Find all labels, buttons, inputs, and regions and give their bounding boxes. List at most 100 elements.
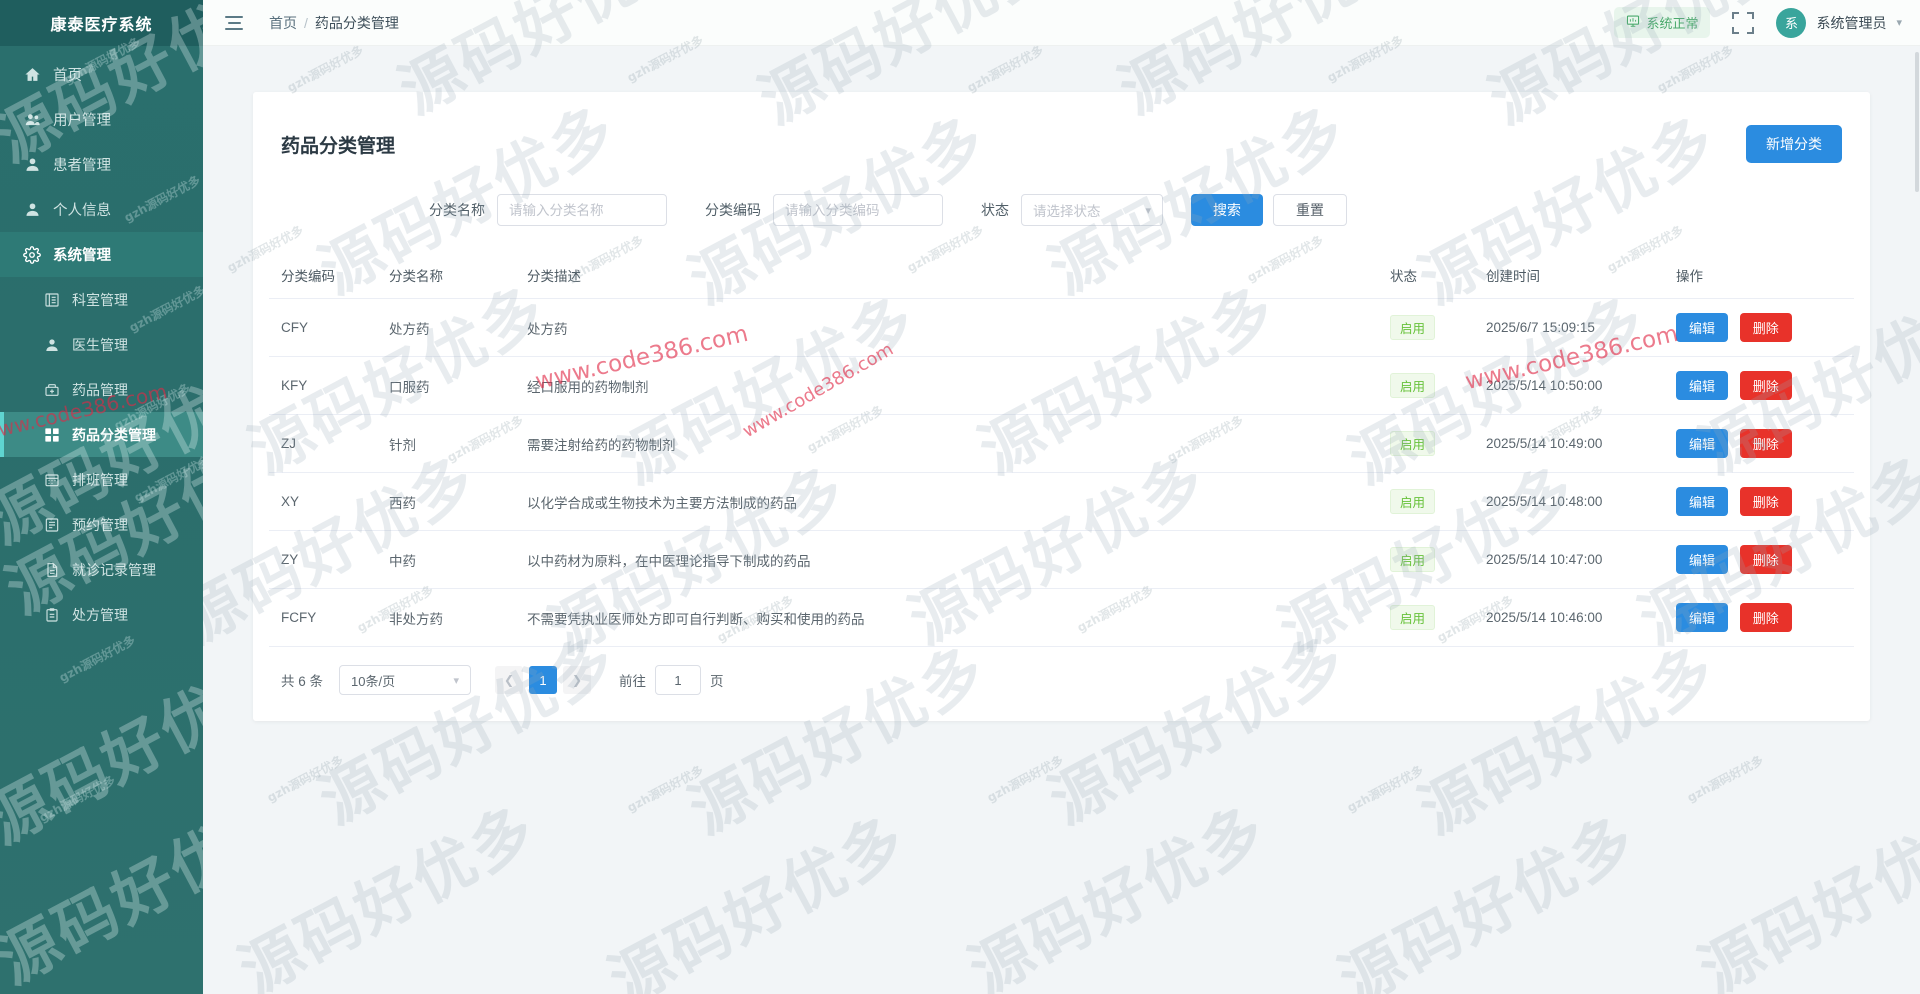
filter-status-label: 状态 (981, 202, 1009, 219)
delete-button[interactable]: 删除 (1739, 313, 1792, 343)
sidebar-item-label: 排班管理 (72, 471, 128, 488)
edit-button[interactable]: 编辑 (1676, 429, 1729, 459)
cell-status: 启用 (1378, 530, 1474, 590)
cell-actions: 编辑 删除 (1664, 356, 1854, 416)
hamburger-icon[interactable] (225, 15, 243, 30)
filter-code-group: 分类编码 (705, 194, 943, 227)
edit-button[interactable]: 编辑 (1676, 545, 1729, 575)
chevron-right-icon[interactable]: ❯ (563, 666, 592, 695)
page-size-select[interactable]: 10条/页 ▾ (339, 665, 472, 696)
delete-button[interactable]: 删除 (1739, 371, 1792, 401)
sidebar-item-doctor-management[interactable]: 医生管理 (0, 322, 203, 367)
breadcrumb-home[interactable]: 首页 (269, 14, 297, 31)
table-row: FCFY 非处方药 不需要凭执业医师处方即可自行判断、购买和使用的药品 启用 2… (269, 588, 1854, 648)
cell-status: 启用 (1378, 356, 1474, 416)
sidebar-item-label: 患者管理 (53, 158, 111, 174)
sidebar-item-label: 就诊记录管理 (72, 561, 156, 578)
cell-actions: 编辑 删除 (1664, 298, 1854, 358)
page-size-value: 10条/页 (351, 673, 396, 689)
pagination-nav: ❮ 1 ❯ (495, 666, 592, 695)
sidebar-item-label: 处方管理 (72, 606, 128, 623)
monitor-icon (1626, 14, 1640, 31)
status-badge: 启用 (1390, 431, 1436, 457)
table-head: 分类编码 分类名称 分类描述 状态 创建时间 操作 (269, 252, 1854, 300)
sidebar-item-visit-record-management[interactable]: 就诊记录管理 (0, 547, 203, 592)
pagination-total: 共 6 条 (281, 674, 324, 690)
cell-desc: 经口服用的药物制剂 (515, 356, 1378, 416)
jump-page-input[interactable] (655, 665, 702, 696)
add-category-button[interactable]: 新增分类 (1746, 125, 1842, 164)
pill-icon (42, 380, 62, 400)
jump-label: 前往 (619, 674, 647, 690)
reset-button[interactable]: 重置 (1273, 194, 1347, 227)
fullscreen-icon[interactable] (1732, 11, 1755, 34)
note-icon (42, 515, 62, 535)
sidebar-item-appointment-management[interactable]: 预约管理 (0, 502, 203, 547)
edit-button[interactable]: 编辑 (1676, 487, 1729, 517)
delete-button[interactable]: 删除 (1739, 429, 1792, 459)
delete-button[interactable]: 删除 (1739, 603, 1792, 633)
scrollbar-thumb[interactable] (1915, 52, 1919, 192)
sidebar-item-prescription-management[interactable]: 处方管理 (0, 592, 203, 637)
status-badge: 启用 (1390, 489, 1436, 515)
status-badge-label: 系统正常 (1646, 16, 1699, 31)
category-code-input[interactable] (773, 194, 943, 227)
col-header-created: 创建时间 (1474, 252, 1664, 300)
edit-button[interactable]: 编辑 (1676, 313, 1729, 343)
cell-code: KFY (269, 356, 377, 416)
filter-name-label: 分类名称 (429, 202, 485, 219)
cell-actions: 编辑 删除 (1664, 530, 1854, 590)
page-scrollbar[interactable] (1914, 46, 1920, 994)
user-name: 系统管理员 (1816, 14, 1887, 31)
sidebar-item-label: 预约管理 (72, 516, 128, 533)
sidebar-item-schedule-management[interactable]: 排班管理 (0, 457, 203, 502)
chevron-left-icon[interactable]: ❮ (495, 666, 524, 695)
table-row: CFY 处方药 处方药 启用 2025/6/7 15:09:15 编辑 删除 (269, 298, 1854, 358)
category-name-input[interactable] (497, 194, 667, 227)
status-select-value: 请选择状态 (1033, 204, 1101, 220)
app-logo-text: 康泰医疗系统 (50, 17, 153, 34)
page-title: 药品分类管理 (281, 135, 396, 157)
page-number-1[interactable]: 1 (529, 666, 558, 695)
sidebar-item-label: 首页 (53, 68, 82, 84)
table-row: KFY 口服药 经口服用的药物制剂 启用 2025/5/14 10:50:00 … (269, 356, 1854, 416)
status-select[interactable]: 请选择状态 ▾ (1021, 194, 1163, 227)
sidebar-item-home[interactable]: 首页 (0, 52, 203, 97)
cell-name: 西药 (377, 472, 515, 532)
delete-button[interactable]: 删除 (1739, 545, 1792, 575)
pagination: 共 6 条 10条/页 ▾ ❮ 1 ❯ 前往 页 (253, 647, 1870, 715)
sidebar-item-user-management[interactable]: 用户管理 (0, 97, 203, 142)
edit-button[interactable]: 编辑 (1676, 371, 1729, 401)
delete-button[interactable]: 删除 (1739, 487, 1792, 517)
table-row: ZJ 针剂 需要注射给药的药物制剂 启用 2025/5/14 10:49:00 … (269, 414, 1854, 474)
cell-code: FCFY (269, 588, 377, 648)
sidebar-item-system-management[interactable]: 系统管理 (0, 232, 203, 277)
table-body: CFY 处方药 处方药 启用 2025/6/7 15:09:15 编辑 删除 K… (269, 298, 1854, 648)
app-logo: 康泰医疗系统 (0, 0, 203, 46)
edit-button[interactable]: 编辑 (1676, 603, 1729, 633)
cell-actions: 编辑 删除 (1664, 472, 1854, 532)
cell-created: 2025/5/14 10:47:00 (1474, 530, 1664, 590)
cell-created: 2025/6/7 15:09:15 (1474, 298, 1664, 358)
sidebar: 康泰医疗系统 首页 用户管理 患者管理 (0, 0, 203, 994)
table-header-row: 分类编码 分类名称 分类描述 状态 创建时间 操作 (269, 252, 1854, 300)
cell-status: 启用 (1378, 472, 1474, 532)
sidebar-item-medicine-category-management[interactable]: 药品分类管理 (0, 412, 203, 457)
cell-name: 中药 (377, 530, 515, 590)
table-row: XY 西药 以化学合成或生物技术为主要方法制成的药品 启用 2025/5/14 … (269, 472, 1854, 532)
col-header-name: 分类名称 (377, 252, 515, 300)
status-badge[interactable]: 系统正常 (1614, 7, 1711, 38)
search-button[interactable]: 搜索 (1191, 194, 1263, 227)
topbar-right: 系统正常 系 系统管理员 ▾ (1614, 7, 1902, 38)
sidebar-item-department-management[interactable]: 科室管理 (0, 277, 203, 322)
sidebar-item-profile[interactable]: 个人信息 (0, 187, 203, 232)
cell-status: 启用 (1378, 588, 1474, 648)
sidebar-item-patient-management[interactable]: 患者管理 (0, 142, 203, 187)
user-menu[interactable]: 系 系统管理员 ▾ (1776, 7, 1902, 38)
sidebar-item-medicine-management[interactable]: 药品管理 (0, 367, 203, 412)
avatar: 系 (1776, 7, 1807, 38)
cell-desc: 不需要凭执业医师处方即可自行判断、购买和使用的药品 (515, 588, 1378, 648)
cell-code: XY (269, 472, 377, 532)
card-header: 药品分类管理 新增分类 (253, 92, 1870, 190)
